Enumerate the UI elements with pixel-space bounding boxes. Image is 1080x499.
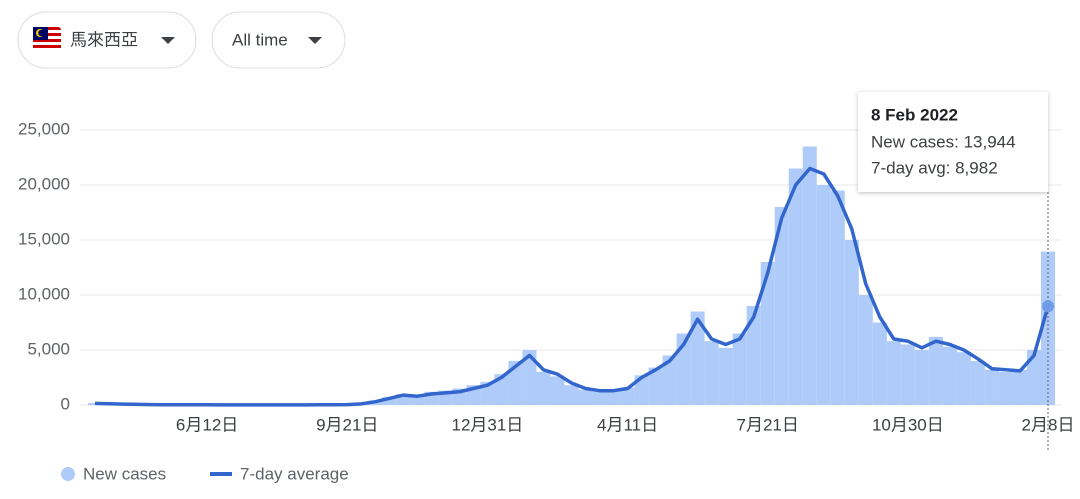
x-tick-label: 9月21日 <box>316 415 378 434</box>
bar <box>970 361 985 405</box>
y-tick-label: 15,000 <box>18 229 70 248</box>
bar <box>718 347 733 405</box>
bar <box>690 311 705 405</box>
bar <box>606 390 621 405</box>
y-tick-label: 5,000 <box>27 339 70 358</box>
bar <box>508 361 523 405</box>
range-label: All time <box>232 30 288 49</box>
tooltip-title: 8 Feb 2022 <box>871 105 958 124</box>
range-button[interactable] <box>211 11 346 69</box>
bar <box>1012 369 1027 405</box>
x-tick-label: 10月30日 <box>872 415 944 434</box>
y-tick-label: 0 <box>61 394 70 413</box>
average-line <box>94 166 1050 407</box>
legend-marker <box>61 467 75 481</box>
tooltip: 8 Feb 2022 New cases: 13,944 7-day avg: … <box>858 92 1048 192</box>
bar <box>900 344 915 405</box>
x-tick-label: 4月11日 <box>597 415 658 434</box>
bar <box>942 346 957 405</box>
bar <box>1026 350 1041 405</box>
legend-label: 7-day average <box>240 464 349 483</box>
bar <box>886 341 901 405</box>
bar <box>830 190 845 405</box>
bar <box>914 350 929 405</box>
bar <box>732 333 747 405</box>
bar <box>676 333 691 405</box>
bar <box>802 146 817 405</box>
bar <box>522 350 537 405</box>
bar <box>984 369 999 405</box>
bar <box>788 168 803 405</box>
bar <box>592 391 607 405</box>
bar <box>410 395 425 405</box>
y-tick-label: 20,000 <box>18 174 70 193</box>
region-label: 馬來西亞 <box>70 30 138 49</box>
x-tick-label: 12月31日 <box>451 415 523 434</box>
legend-label: New cases <box>83 464 166 483</box>
bar <box>998 372 1013 405</box>
bar <box>704 341 719 405</box>
bar <box>564 385 579 405</box>
bar <box>634 375 649 405</box>
tooltip-line: New cases: 13,944 <box>871 132 1016 151</box>
bar <box>550 376 565 405</box>
hover-dot <box>1042 300 1054 313</box>
bar <box>396 394 411 405</box>
bar <box>648 367 663 405</box>
x-tick-label: 6月12日 <box>176 415 238 434</box>
x-tick-label: 7月21日 <box>737 415 799 434</box>
bar <box>760 262 775 405</box>
flag <box>33 27 61 51</box>
bar <box>620 387 635 405</box>
tooltip-line: 7-day avg: 8,982 <box>871 158 998 177</box>
bar <box>494 374 509 405</box>
bar <box>382 397 397 405</box>
y-tick-label: 25,000 <box>18 119 70 138</box>
bar <box>928 336 943 405</box>
bar <box>774 207 789 405</box>
bar <box>844 240 859 405</box>
dropdown-arrow <box>308 37 322 44</box>
bar <box>746 306 761 405</box>
tooltip-box <box>858 92 1048 192</box>
bar <box>578 389 593 405</box>
bar <box>956 352 971 405</box>
y-tick-label: 10,000 <box>18 284 70 303</box>
bar <box>662 355 677 405</box>
bar <box>872 322 887 405</box>
bar <box>816 185 831 405</box>
bar <box>858 295 873 405</box>
region-button[interactable] <box>17 11 197 69</box>
dropdown-arrow <box>161 37 175 44</box>
bar <box>536 372 551 405</box>
